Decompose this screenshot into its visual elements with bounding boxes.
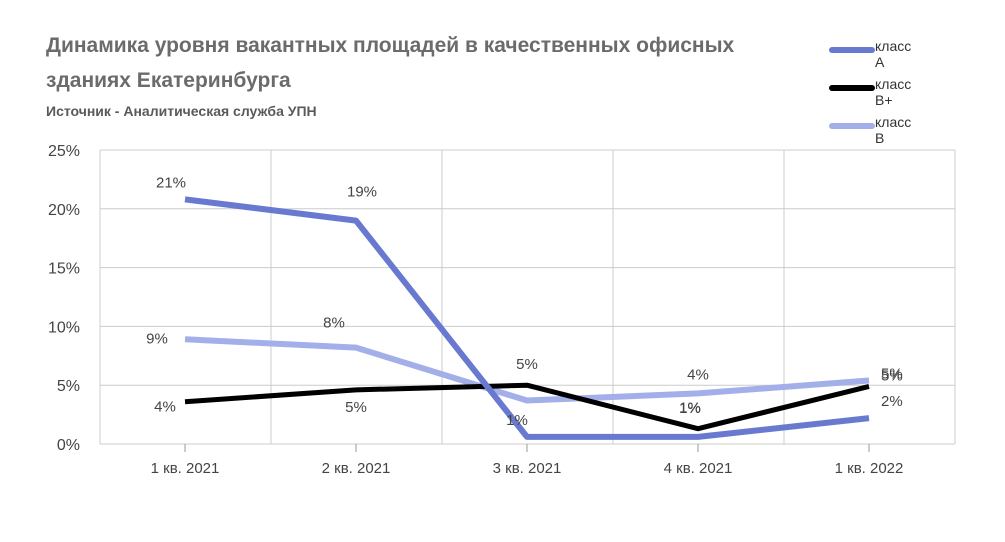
data-label-s0-2: 1% (506, 412, 528, 429)
data-label-s0-0: 21% (156, 174, 186, 191)
data-label-s2-1: 8% (323, 315, 345, 332)
x-tick-label-2: 3 кв. 2021 (493, 460, 562, 477)
x-tick-label-0: 1 кв. 2021 (151, 460, 220, 477)
data-label-s0-1: 19% (347, 184, 377, 201)
y-tick-label-2: 15% (48, 261, 80, 278)
data-label-s2-0: 9% (146, 330, 168, 347)
data-label-s1-0: 4% (154, 399, 176, 416)
data-label-s1-2: 5% (516, 356, 538, 373)
y-tick-label-0: 25% (48, 143, 80, 160)
x-tick-label-3: 4 кв. 2021 (664, 460, 733, 477)
data-label-s2-4: 5% (881, 367, 903, 384)
x-tick-label-4: 1 кв. 2022 (835, 460, 904, 477)
y-tick-label-3: 10% (48, 319, 80, 336)
y-tick-label-4: 5% (57, 378, 80, 395)
data-label-s1-1: 5% (345, 399, 367, 416)
data-label-s2-3: 4% (687, 366, 709, 383)
data-label-s1-3: 1% (679, 400, 701, 417)
data-label-s0-4: 2% (881, 393, 903, 410)
y-tick-label-1: 20% (48, 202, 80, 219)
x-tick-label-1: 2 кв. 2021 (322, 460, 391, 477)
y-tick-label-5: 0% (57, 437, 80, 454)
